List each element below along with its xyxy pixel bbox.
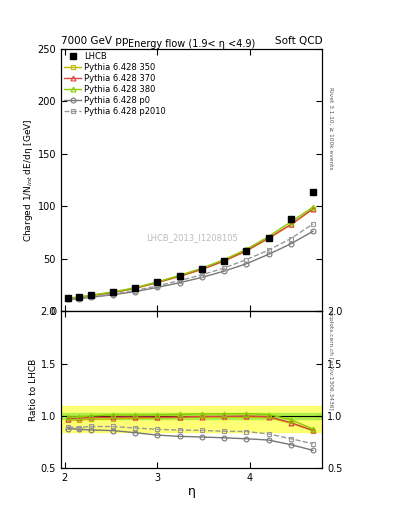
Pythia 6.428 380 [266,233,271,240]
Pythia 6.428 350 [310,206,315,212]
Legend: LHCB, Pythia 6.428 350, Pythia 6.428 370, Pythia 6.428 380, Pythia 6.428 p0, Pyt: LHCB, Pythia 6.428 350, Pythia 6.428 370… [62,50,168,118]
Pythia 6.428 370 [266,235,271,241]
Text: Energy flow (1.9< η <4.9): Energy flow (1.9< η <4.9) [128,38,255,49]
Pythia 6.428 p2010 [177,278,182,284]
Pythia 6.428 p0 [310,228,315,234]
Text: mcplots.cern.ch [arXiv:1306.3436]: mcplots.cern.ch [arXiv:1306.3436] [328,308,333,409]
Pythia 6.428 p2010 [199,272,204,278]
Text: LHCB_2013_I1208105: LHCB_2013_I1208105 [146,233,237,242]
Pythia 6.428 350 [110,290,115,296]
Pythia 6.428 p2010 [244,257,249,263]
LHCB [177,273,182,279]
Pythia 6.428 370 [155,280,160,286]
Pythia 6.428 p2010 [66,296,71,303]
Pythia 6.428 370 [222,258,226,264]
Pythia 6.428 p0 [88,294,93,301]
Pythia 6.428 380 [310,204,315,210]
Pythia 6.428 350 [133,285,138,291]
Pythia 6.428 370 [110,289,115,295]
Pythia 6.428 370 [66,295,71,301]
LHCB [110,289,115,295]
Pythia 6.428 350 [266,236,271,242]
Pythia 6.428 p2010 [77,295,82,302]
Pythia 6.428 350 [244,248,249,254]
Pythia 6.428 370 [177,273,182,279]
Pythia 6.428 p0 [110,292,115,298]
Pythia 6.428 350 [288,222,293,228]
LHCB [155,279,160,285]
LHCB [288,216,293,222]
Pythia 6.428 380 [199,265,204,271]
Pythia 6.428 p2010 [155,283,160,289]
Line: Pythia 6.428 380: Pythia 6.428 380 [66,205,316,301]
Line: LHCB: LHCB [66,189,316,301]
Pythia 6.428 370 [199,266,204,272]
Text: Soft QCD: Soft QCD [275,36,322,46]
Pythia 6.428 350 [77,294,82,301]
Pythia 6.428 380 [155,279,160,285]
Pythia 6.428 350 [66,295,71,302]
Y-axis label: Ratio to LHCB: Ratio to LHCB [29,358,38,421]
Pythia 6.428 380 [222,257,226,263]
Pythia 6.428 p0 [177,280,182,286]
Pythia 6.428 370 [244,248,249,254]
Pythia 6.428 380 [88,292,93,298]
LHCB [222,258,226,264]
Pythia 6.428 350 [177,273,182,280]
Pythia 6.428 350 [88,293,93,299]
LHCB [66,295,71,301]
Line: Pythia 6.428 370: Pythia 6.428 370 [66,206,316,301]
Pythia 6.428 p2010 [310,221,315,227]
Pythia 6.428 380 [244,246,249,252]
Pythia 6.428 p0 [244,261,249,267]
Text: 7000 GeV pp: 7000 GeV pp [61,36,129,46]
LHCB [199,266,204,272]
Pythia 6.428 370 [288,221,293,227]
Pythia 6.428 380 [133,285,138,291]
Pythia 6.428 370 [133,285,138,291]
LHCB [88,292,93,298]
LHCB [244,248,249,254]
LHCB [133,285,138,291]
Y-axis label: Charged 1/N$_{int}$ dE/dη [GeV]: Charged 1/N$_{int}$ dE/dη [GeV] [22,118,35,242]
Pythia 6.428 p2010 [133,288,138,294]
X-axis label: η: η [187,485,196,498]
LHCB [77,294,82,300]
Pythia 6.428 p0 [155,284,160,290]
Pythia 6.428 350 [199,267,204,273]
Line: Pythia 6.428 p2010: Pythia 6.428 p2010 [66,222,316,302]
Bar [61,406,322,432]
Pythia 6.428 370 [88,292,93,298]
Pythia 6.428 p0 [222,268,226,274]
Pythia 6.428 p0 [199,274,204,281]
Pythia 6.428 380 [110,289,115,295]
Pythia 6.428 350 [155,280,160,286]
Pythia 6.428 p2010 [88,294,93,300]
Text: Rivet 3.1.10, ≥ 100k events: Rivet 3.1.10, ≥ 100k events [328,87,333,169]
LHCB [310,189,315,196]
Pythia 6.428 p2010 [110,291,115,297]
Bar [61,413,322,419]
Pythia 6.428 p0 [66,296,71,303]
Line: Pythia 6.428 p0: Pythia 6.428 p0 [66,229,316,302]
Pythia 6.428 p2010 [266,247,271,253]
Pythia 6.428 p0 [133,289,138,295]
Pythia 6.428 370 [77,294,82,300]
Pythia 6.428 380 [77,294,82,300]
Pythia 6.428 350 [222,258,226,264]
Pythia 6.428 p0 [77,295,82,302]
Pythia 6.428 p0 [266,251,271,258]
Pythia 6.428 p2010 [222,265,226,271]
Pythia 6.428 p0 [288,241,293,247]
Pythia 6.428 p2010 [288,236,293,242]
Pythia 6.428 380 [66,295,71,301]
Pythia 6.428 380 [288,219,293,225]
Line: Pythia 6.428 350: Pythia 6.428 350 [66,207,316,301]
Pythia 6.428 380 [177,272,182,279]
LHCB [266,234,271,241]
Pythia 6.428 370 [310,206,315,212]
